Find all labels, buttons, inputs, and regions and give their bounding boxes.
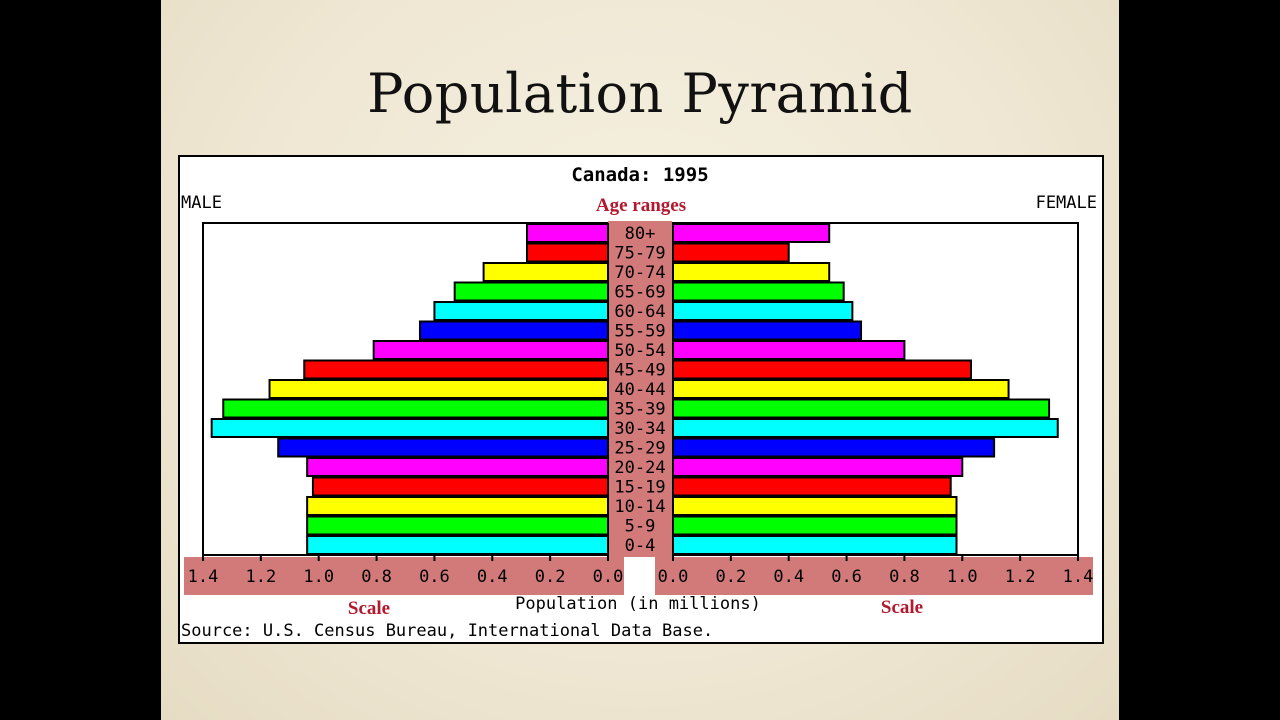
male-bar-80+ (526, 223, 609, 243)
chart-title: Canada: 1995 (571, 164, 708, 186)
female-bar-80+ (672, 223, 831, 243)
male-bar-70-74 (482, 262, 610, 282)
male-bar-20-24 (306, 457, 609, 477)
female-bar-35-39 (672, 398, 1051, 419)
female-bar-70-74 (672, 262, 831, 282)
male-bar-75-79 (526, 242, 609, 263)
right-tick-1.4: 1.4 (1063, 567, 1094, 587)
male-bar-0-4 (306, 535, 609, 555)
scale-right-annotation: Scale (881, 597, 923, 618)
age-range-highlight (608, 221, 672, 557)
age-label-15-19: 15-19 (614, 478, 665, 498)
left-tick-0.8: 0.8 (361, 567, 392, 587)
left-tick-1.0: 1.0 (303, 567, 334, 587)
age-label-5-9: 5-9 (625, 517, 656, 537)
male-bar-45-49 (303, 359, 609, 380)
right-tick-1.2: 1.2 (1005, 567, 1036, 587)
left-tick-1.4: 1.4 (188, 567, 219, 587)
male-bar-65-69 (453, 281, 609, 302)
male-bar-25-29 (277, 437, 609, 458)
female-bar-75-79 (672, 242, 790, 263)
male-bar-60-64 (433, 301, 609, 321)
male-bar-55-59 (418, 320, 610, 341)
female-bar-25-29 (672, 437, 996, 458)
left-tick-1.2: 1.2 (245, 567, 276, 587)
female-bar-60-64 (672, 301, 854, 321)
slide-title: Population Pyramid (367, 62, 913, 125)
male-bar-30-34 (210, 418, 610, 438)
age-label-60-64: 60-64 (614, 302, 665, 322)
female-bar-65-69 (672, 281, 845, 302)
male-label: MALE (181, 193, 222, 213)
scale-left-highlight (184, 557, 624, 595)
female-bar-5-9 (672, 515, 958, 536)
age-label-0-4: 0-4 (625, 536, 656, 556)
male-bar-5-9 (306, 515, 609, 536)
male-bar-10-14 (306, 496, 609, 516)
age-label-45-49: 45-49 (614, 361, 665, 381)
age-label-30-34: 30-34 (614, 419, 665, 439)
male-bar-40-44 (268, 379, 609, 399)
age-label-70-74: 70-74 (614, 263, 665, 283)
age-label-80+: 80+ (625, 224, 656, 244)
female-bar-20-24 (672, 457, 964, 477)
right-tick-0.6: 0.6 (831, 567, 862, 587)
age-label-55-59: 55-59 (614, 322, 665, 342)
female-bar-45-49 (672, 359, 972, 380)
bars-layer: 80+75-7970-7465-6960-6455-5950-5445-4940… (210, 223, 1059, 556)
left-tick-0.6: 0.6 (419, 567, 450, 587)
male-bar-15-19 (311, 476, 609, 497)
age-ranges-annotation: Age ranges (596, 195, 686, 216)
left-tick-0.2: 0.2 (535, 567, 566, 587)
x-axis-label: Population (in millions) (515, 594, 761, 614)
ticks-layer: 1.4 1.2 1.0 0.8 0.6 0.4 0.2 0.0 0.0 0.2 0.4 0.6 0.8 1… (188, 555, 1094, 587)
male-bar-35-39 (222, 398, 609, 419)
right-tick-0.0: 0.0 (658, 567, 689, 587)
age-label-40-44: 40-44 (614, 380, 665, 400)
right-tick-1.0: 1.0 (947, 567, 978, 587)
scale-right-highlight (655, 557, 1093, 595)
age-label-75-79: 75-79 (614, 244, 665, 264)
right-tick-0.8: 0.8 (889, 567, 920, 587)
right-tick-0.4: 0.4 (773, 567, 804, 587)
age-label-10-14: 10-14 (614, 497, 665, 517)
female-bar-15-19 (672, 476, 952, 497)
scale-left-annotation: Scale (348, 598, 390, 619)
age-label-35-39: 35-39 (614, 400, 665, 420)
female-bar-40-44 (672, 379, 1010, 399)
age-label-50-54: 50-54 (614, 341, 665, 361)
female-bar-0-4 (672, 535, 958, 555)
female-label: FEMALE (1036, 193, 1097, 213)
source-note: Source: U.S. Census Bureau, Internationa… (181, 621, 713, 641)
male-bar-50-54 (372, 340, 609, 360)
female-bar-55-59 (672, 320, 863, 341)
age-label-65-69: 65-69 (614, 283, 665, 303)
age-label-25-29: 25-29 (614, 439, 665, 459)
age-label-20-24: 20-24 (614, 458, 665, 478)
female-bar-50-54 (672, 340, 906, 360)
left-tick-0.4: 0.4 (477, 567, 508, 587)
female-bar-30-34 (672, 418, 1059, 438)
left-tick-0.0: 0.0 (593, 567, 624, 587)
right-tick-0.2: 0.2 (715, 567, 746, 587)
female-bar-10-14 (672, 496, 958, 516)
